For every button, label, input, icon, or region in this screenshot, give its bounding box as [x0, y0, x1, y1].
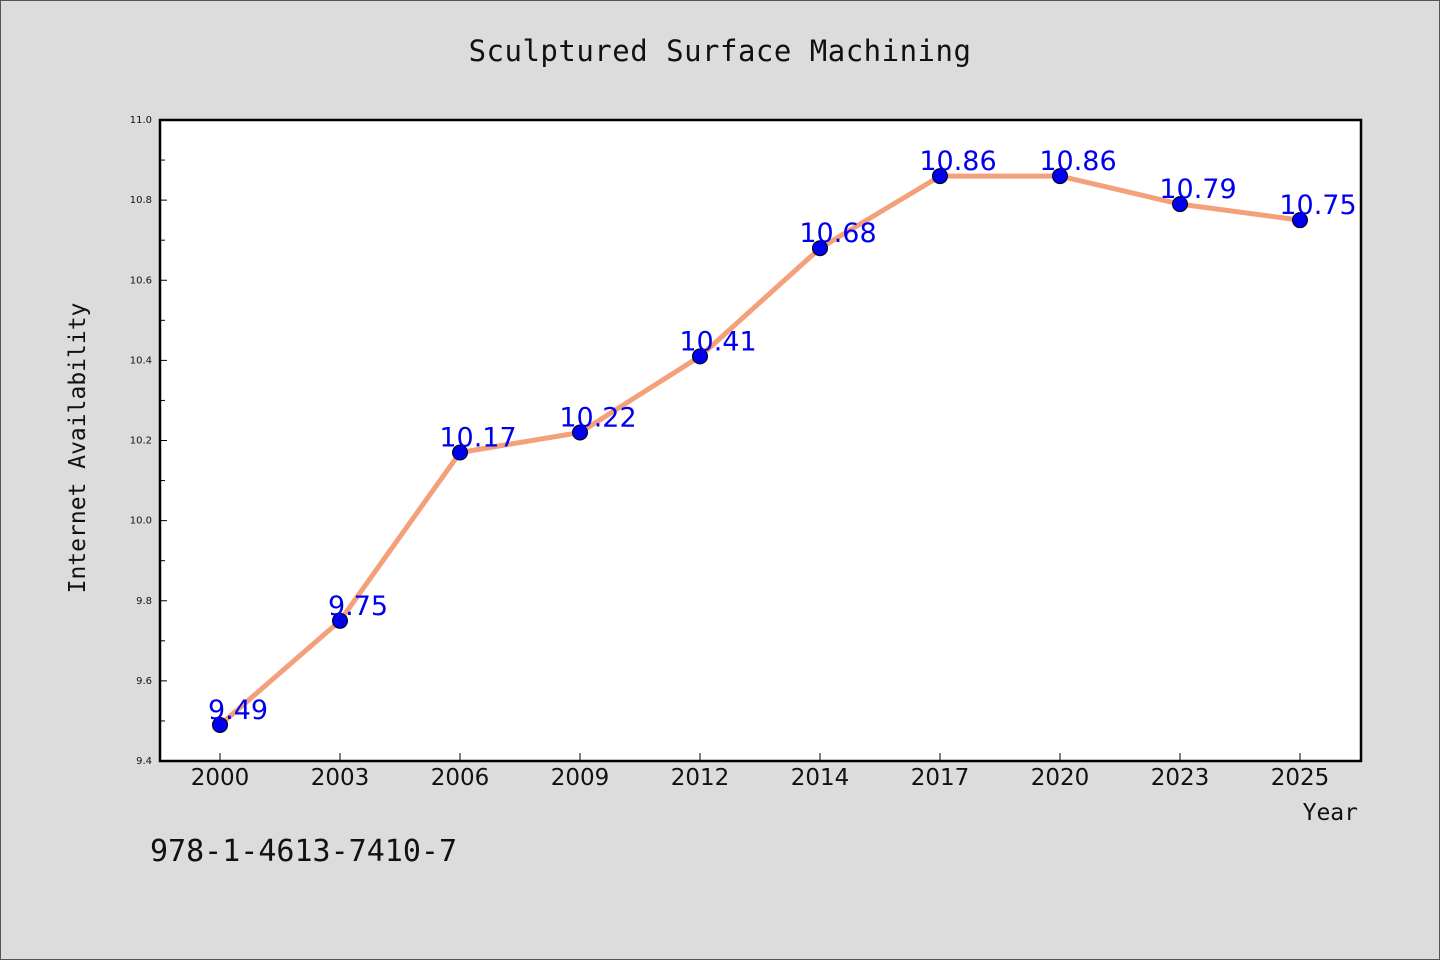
- series-line: [217, 173, 1303, 728]
- y-tick-label: 9.4: [136, 756, 152, 767]
- data-point: [812, 240, 828, 257]
- data-label: 9.75: [328, 591, 388, 622]
- data-label: 10.22: [559, 402, 636, 433]
- x-axis-ticks: 2000 2003 2006 2009 2012 2014 2017 2020 2023 2025: [191, 753, 1330, 791]
- data-label: 10.86: [1039, 146, 1116, 177]
- series-line-group: [217, 173, 1303, 728]
- x-tick-label: 2006: [431, 765, 490, 791]
- data-label: 10.41: [679, 326, 756, 357]
- x-tick-label: 2023: [1151, 765, 1210, 791]
- data-label: 10.68: [799, 218, 876, 249]
- data-point: [932, 168, 948, 185]
- y-tick-label: 10.4: [130, 355, 152, 366]
- data-point: [572, 424, 588, 441]
- plot-area: [158, 118, 1363, 763]
- data-point: [1052, 168, 1068, 185]
- data-label: 10.79: [1159, 174, 1236, 205]
- data-point: [1292, 212, 1308, 229]
- y-tick-label: 11.0: [130, 115, 152, 126]
- x-tick-label: 2000: [191, 765, 250, 791]
- chart-title: Sculptured Surface Machining: [468, 34, 972, 68]
- x-tick-label: 2020: [1031, 765, 1090, 791]
- data-point: [1172, 196, 1188, 213]
- data-labels: 9.49 9.75 10.17 10.22 10.41 10.68 10.86 10.86 10…: [208, 146, 1357, 726]
- x-tick-label: 2017: [911, 765, 970, 791]
- data-point: [332, 612, 348, 629]
- x-tick-label: 2012: [671, 765, 730, 791]
- y-tick-label: 10.2: [130, 436, 152, 447]
- x-tick-label: 2014: [791, 765, 850, 791]
- data-label: 10.17: [439, 423, 516, 454]
- y-tick-label: 9.6: [136, 676, 152, 687]
- x-tick-label: 2009: [551, 765, 610, 791]
- series-markers: [212, 168, 1308, 733]
- y-tick-label: 10.6: [130, 275, 152, 286]
- footer-code: 978-1-4613-7410-7: [150, 834, 458, 869]
- data-point: [212, 716, 228, 733]
- data-point: [692, 348, 708, 365]
- x-axis-label: Year: [1303, 800, 1358, 826]
- y-axis-ticks: 9.4 9.6 9.8 10.0 10.2 10.4 10.6 10.8 11.0: [130, 115, 167, 767]
- data-label: 10.86: [919, 146, 996, 177]
- data-label: 10.75: [1279, 190, 1356, 221]
- y-tick-label: 10.0: [130, 516, 152, 527]
- y-axis-label: Internet Availability: [65, 303, 91, 594]
- y-tick-label: 9.8: [136, 596, 152, 607]
- data-label: 9.49: [208, 695, 268, 726]
- x-tick-label: 2025: [1271, 765, 1330, 791]
- y-tick-label: 10.8: [130, 195, 152, 206]
- x-tick-label: 2003: [311, 765, 370, 791]
- data-point: [452, 444, 468, 461]
